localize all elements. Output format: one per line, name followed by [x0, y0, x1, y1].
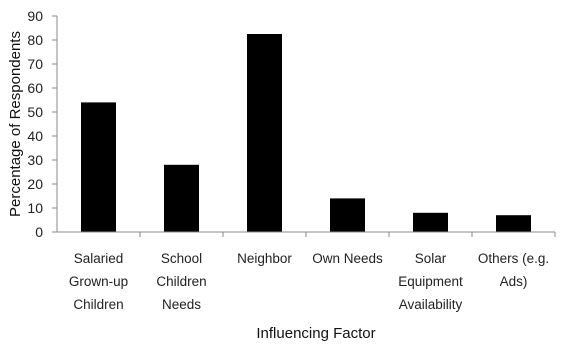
x-tick-label: Neighbor [237, 251, 292, 266]
bar [496, 215, 531, 232]
bar [247, 34, 282, 232]
bar [413, 212, 448, 232]
bar [330, 198, 365, 232]
bars [81, 34, 531, 233]
y-tick-label: 90 [27, 8, 43, 24]
y-tick-label: 50 [27, 104, 43, 120]
bar [81, 102, 116, 233]
x-axis-title: Influencing Factor [256, 325, 375, 342]
y-tick-label: 0 [35, 224, 43, 240]
y-axis-title: Percentage of Respondents [7, 31, 24, 217]
y-tick-label: 30 [27, 152, 43, 168]
y-tick-label: 80 [27, 32, 43, 48]
x-tick-label: School Children Needs [156, 251, 206, 312]
y-tick-label: 60 [27, 80, 43, 96]
y-tick-label: 40 [27, 128, 43, 144]
y-axis-ticks: 0 10 20 30 40 50 60 70 80 90 [27, 8, 57, 240]
y-tick-label: 20 [27, 176, 43, 192]
x-tick-label: Own Needs [312, 251, 383, 266]
x-tick-label: Solar Equipment Availability [398, 251, 463, 312]
x-tick-label: Salaried Grown-up Children [69, 251, 128, 312]
x-axis-ticks: Salaried Grown-up Children School Children Ne… [69, 232, 556, 312]
x-tick-label: Others (e.g. Ads) [478, 251, 549, 289]
y-tick-label: 70 [27, 56, 43, 72]
y-tick-label: 10 [27, 200, 43, 216]
bar [164, 164, 199, 232]
